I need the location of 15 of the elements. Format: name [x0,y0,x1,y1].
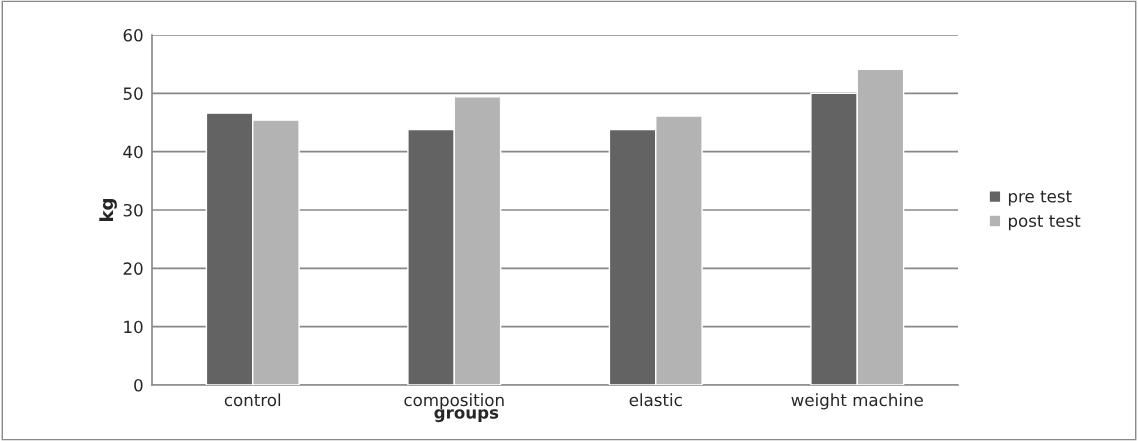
x-axis-title: groups [434,409,499,423]
y-tick-label: 60 [123,28,143,42]
y-tick-label: 50 [123,87,143,100]
y-tick-label: 40 [123,145,143,159]
y-tick-label: 30 [123,203,143,217]
x-tick-label: weight machine [791,393,923,410]
legend-label: pre test [1008,190,1072,206]
x-tick-label: control [224,393,281,407]
x-tick-label: elastic [629,393,682,407]
x-tick-label: composition [404,393,504,410]
y-axis-title: kg [99,199,117,221]
y-tick-label: 20 [123,262,143,275]
legend-label: post test [1008,215,1081,231]
y-tick-label: 0 [134,378,143,392]
y-tick-label: 10 [124,320,143,334]
